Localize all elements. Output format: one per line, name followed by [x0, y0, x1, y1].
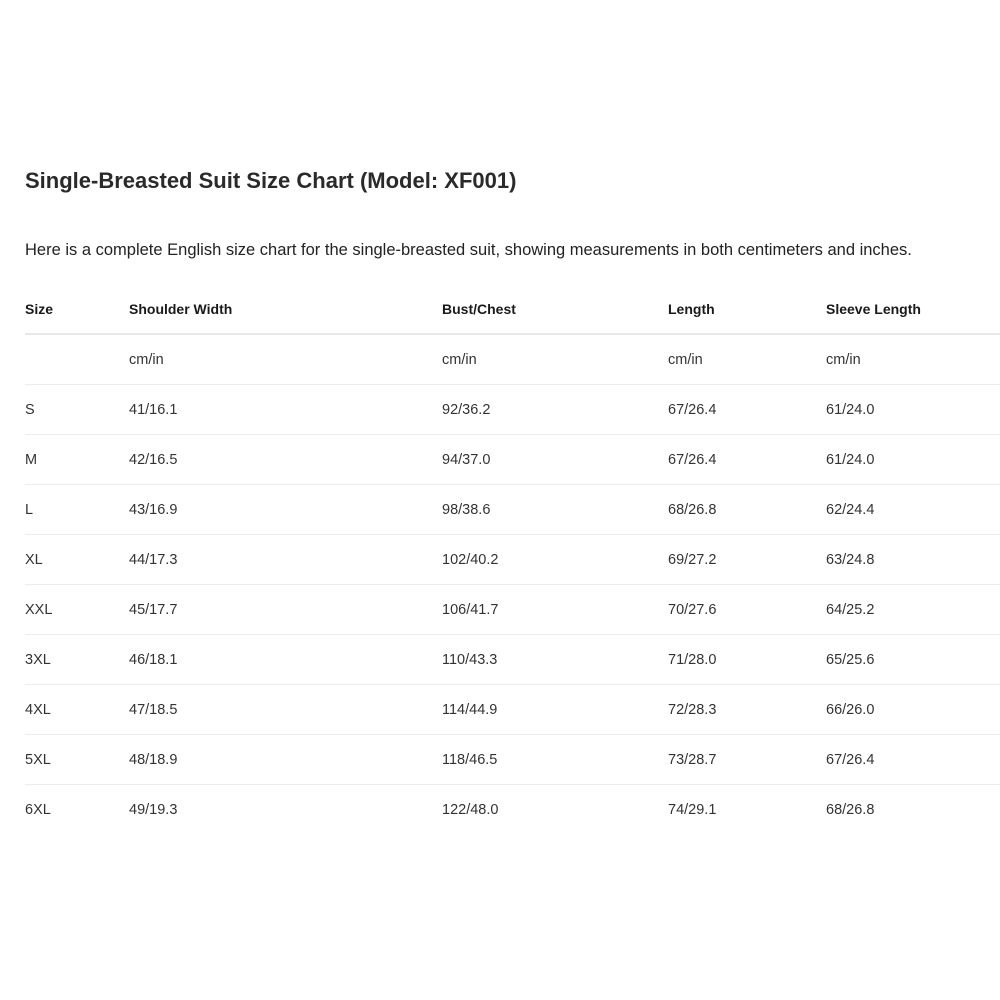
page-title: Single-Breasted Suit Size Chart (Model: … [25, 168, 517, 193]
cell-sleeve-length: cm/in [826, 334, 1000, 385]
table-row: XXL 45/17.7 106/41.7 70/27.6 64/25.2 [25, 584, 1000, 635]
table-row: 3XL 46/18.1 110/43.3 71/28.0 65/25.6 [25, 634, 1000, 685]
cell-size: 3XL [25, 634, 129, 685]
cell-size: XL [25, 534, 129, 585]
cell-shoulder-width: 49/19.3 [129, 801, 178, 818]
size-chart-table: Size Shoulder Width Bust/Chest Length Sl… [25, 284, 1000, 834]
cell-bust-chest: 106/41.7 [442, 584, 668, 635]
cell-bust-chest: 102/40.2 [442, 534, 668, 585]
cell-bust-chest: 98/38.6 [442, 484, 668, 535]
cell-shoulder-width: 41/16.1 [129, 384, 442, 435]
cell-shoulder-width: 48/18.9 [129, 734, 442, 785]
header-sleeve-length: Sleeve Length [826, 284, 1000, 335]
cell-sleeve-length: 68/26.8 [826, 801, 875, 818]
cell-length: 67/26.4 [668, 434, 826, 485]
cell-shoulder-width: cm/in [129, 334, 442, 385]
table-row: L 43/16.9 98/38.6 68/26.8 62/24.4 [25, 484, 1000, 535]
cell-size: L [25, 484, 129, 535]
cell-size [25, 334, 129, 385]
cell-length: 70/27.6 [668, 584, 826, 635]
cell-size: 4XL [25, 684, 129, 735]
cell-bust-chest: 94/37.0 [442, 434, 668, 485]
cell-sleeve-length: 62/24.4 [826, 484, 1000, 535]
table-row: M 42/16.5 94/37.0 67/26.4 61/24.0 [25, 434, 1000, 485]
intro-text: Here is a complete English size chart fo… [25, 241, 912, 259]
table-row: 5XL 48/18.9 118/46.5 73/28.7 67/26.4 [25, 734, 1000, 785]
header-bust-chest: Bust/Chest [442, 284, 668, 335]
cell-sleeve-length: 61/24.0 [826, 384, 1000, 435]
cell-bust-chest: 110/43.3 [442, 634, 668, 685]
cell-size: S [25, 384, 129, 435]
header-size: Size [25, 284, 129, 335]
table-header-row: Size Shoulder Width Bust/Chest Length Sl… [25, 284, 1000, 335]
cell-bust-chest: 114/44.9 [442, 684, 668, 735]
cell-sleeve-length: 65/25.6 [826, 634, 1000, 685]
cell-sleeve-length: 67/26.4 [826, 734, 1000, 785]
cell-sleeve-length: 61/24.0 [826, 434, 1000, 485]
cell-length: cm/in [668, 334, 826, 385]
cell-size: M [25, 434, 129, 485]
cell-sleeve-length: 64/25.2 [826, 584, 1000, 635]
header-shoulder-width: Shoulder Width [129, 284, 442, 335]
cell-size: 5XL [25, 734, 129, 785]
cell-bust-chest: 92/36.2 [442, 384, 668, 435]
table-row: XL 44/17.3 102/40.2 69/27.2 63/24.8 [25, 534, 1000, 585]
cell-length: 68/26.8 [668, 484, 826, 535]
cell-size: XXL [25, 584, 129, 635]
cell-length: 74/29.1 [668, 801, 717, 818]
cell-shoulder-width: 47/18.5 [129, 684, 442, 735]
cell-shoulder-width: 43/16.9 [129, 484, 442, 535]
table-row: 6XL 49/19.3 122/48.0 74/29.1 68/26.8 [25, 785, 1000, 835]
cell-shoulder-width: 46/18.1 [129, 634, 442, 685]
cell-bust-chest: cm/in [442, 334, 668, 385]
cell-length: 73/28.7 [668, 734, 826, 785]
table-row: S 41/16.1 92/36.2 67/26.4 61/24.0 [25, 384, 1000, 435]
cell-length: 69/27.2 [668, 534, 826, 585]
cell-bust-chest: 122/48.0 [442, 801, 499, 818]
cell-size: 6XL [25, 801, 51, 818]
cell-shoulder-width: 45/17.7 [129, 584, 442, 635]
cell-length: 67/26.4 [668, 384, 826, 435]
table-row: 4XL 47/18.5 114/44.9 72/28.3 66/26.0 [25, 684, 1000, 735]
cell-shoulder-width: 42/16.5 [129, 434, 442, 485]
cell-length: 71/28.0 [668, 634, 826, 685]
cell-sleeve-length: 66/26.0 [826, 684, 1000, 735]
header-length: Length [668, 284, 826, 335]
cell-shoulder-width: 44/17.3 [129, 534, 442, 585]
cell-sleeve-length: 63/24.8 [826, 534, 1000, 585]
unit-row: cm/in cm/in cm/in cm/in [25, 334, 1000, 385]
cell-bust-chest: 118/46.5 [442, 734, 668, 785]
cell-length: 72/28.3 [668, 684, 826, 735]
